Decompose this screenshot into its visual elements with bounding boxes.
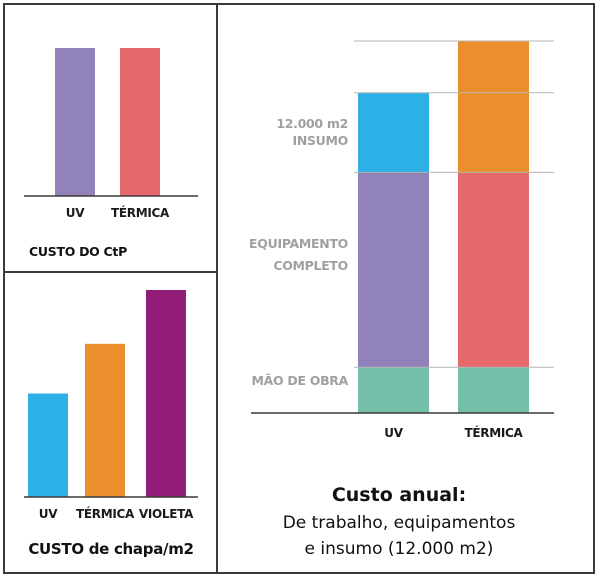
- chart-subtitle: e insumo (12.000 m2): [305, 539, 494, 559]
- bar-segment-termica-2: [458, 41, 529, 173]
- tick-label: TÉRMICA: [111, 205, 170, 220]
- tick-label: UV: [39, 507, 58, 521]
- bar-uv: [28, 393, 68, 497]
- bar-violeta: [146, 290, 186, 497]
- chart-custo-anual: UV TÉRMICA MÃO DE OBRA EQUIPAMENTO COMPLETO 1…: [249, 40, 554, 559]
- bar-segment-termica-1: [458, 172, 529, 368]
- tick-label: UV: [66, 206, 85, 220]
- chart-custo-ctp: UV TÉRMICA CUSTO DO CtP: [24, 48, 198, 259]
- panel-custo-chapa: UV TÉRMICA VIOLETA CUSTO de chapa/m2: [3, 271, 219, 574]
- chart-title: CUSTO DO CtP: [29, 244, 127, 259]
- chart-subtitle: De trabalho, equipamentos: [283, 513, 516, 533]
- panel-custo-ctp: UV TÉRMICA CUSTO DO CtP: [3, 3, 219, 274]
- bar-segment-uv-0: [358, 367, 429, 413]
- segment-label: EQUIPAMENTO: [249, 236, 348, 251]
- tick-label: UV: [384, 426, 403, 440]
- chart-title: Custo anual:: [332, 484, 466, 506]
- segment-label: 12.000 m2: [276, 116, 348, 131]
- chart-title: CUSTO de chapa/m2: [28, 540, 193, 558]
- panel-custo-anual: UV TÉRMICA MÃO DE OBRA EQUIPAMENTO COMPLETO 1…: [216, 3, 595, 574]
- tick-label: VIOLETA: [139, 507, 194, 521]
- segment-label: INSUMO: [292, 133, 348, 148]
- bar-térmica: [120, 48, 160, 196]
- bar-segment-termica-0: [458, 367, 529, 413]
- tick-label: TÉRMICA: [76, 506, 135, 521]
- bar-uv: [55, 48, 95, 196]
- segment-label: MÃO DE OBRA: [251, 373, 348, 388]
- bar-termica: [85, 343, 125, 497]
- bar-segment-uv-2: [358, 92, 429, 173]
- tick-label: TÉRMICA: [464, 425, 523, 440]
- chart-custo-chapa: UV TÉRMICA VIOLETA CUSTO de chapa/m2: [24, 290, 198, 558]
- bar-segment-uv-1: [358, 172, 429, 368]
- segment-label: COMPLETO: [273, 258, 348, 273]
